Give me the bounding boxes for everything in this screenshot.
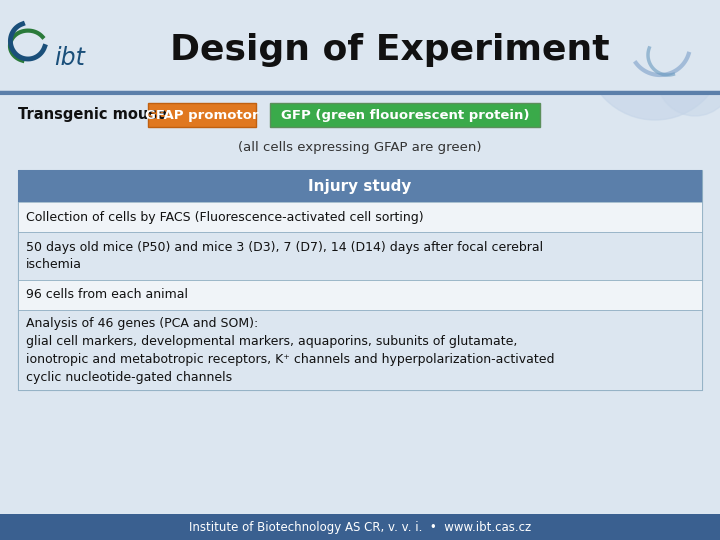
- Circle shape: [657, 40, 720, 116]
- Bar: [18, 170, 702, 202]
- Text: Injury study: Injury study: [308, 179, 412, 193]
- Text: Institute of Biotechnology AS CR, v. v. i.  •  www.ibt.cas.cz: Institute of Biotechnology AS CR, v. v. …: [189, 521, 531, 534]
- Bar: [18, 310, 702, 390]
- Circle shape: [585, 0, 720, 120]
- Text: GFAP promotor: GFAP promotor: [145, 109, 258, 122]
- Text: ibt: ibt: [54, 46, 85, 70]
- Bar: [18, 280, 702, 310]
- Bar: [18, 232, 702, 280]
- Bar: [0, 0, 720, 92]
- Text: Design of Experiment: Design of Experiment: [170, 33, 610, 67]
- Bar: [0, 514, 720, 540]
- Bar: [18, 202, 702, 232]
- Text: (all cells expressing GFAP are green): (all cells expressing GFAP are green): [238, 141, 482, 154]
- Text: Transgenic mouse: Transgenic mouse: [18, 107, 167, 123]
- Circle shape: [607, 0, 657, 47]
- Bar: [18, 170, 702, 390]
- Bar: [148, 103, 256, 127]
- Text: 96 cells from each animal: 96 cells from each animal: [26, 288, 188, 301]
- Text: 50 days old mice (P50) and mice 3 (D3), 7 (D7), 14 (D14) days after focal cerebr: 50 days old mice (P50) and mice 3 (D3), …: [26, 240, 543, 272]
- Text: Collection of cells by FACS (Fluorescence-activated cell sorting): Collection of cells by FACS (Fluorescenc…: [26, 211, 423, 224]
- Text: Analysis of 46 genes (PCA and SOM):
glial cell markers, developmental markers, a: Analysis of 46 genes (PCA and SOM): glia…: [26, 316, 554, 383]
- Bar: [270, 103, 540, 127]
- Text: GFP (green flouorescent protein): GFP (green flouorescent protein): [281, 109, 529, 122]
